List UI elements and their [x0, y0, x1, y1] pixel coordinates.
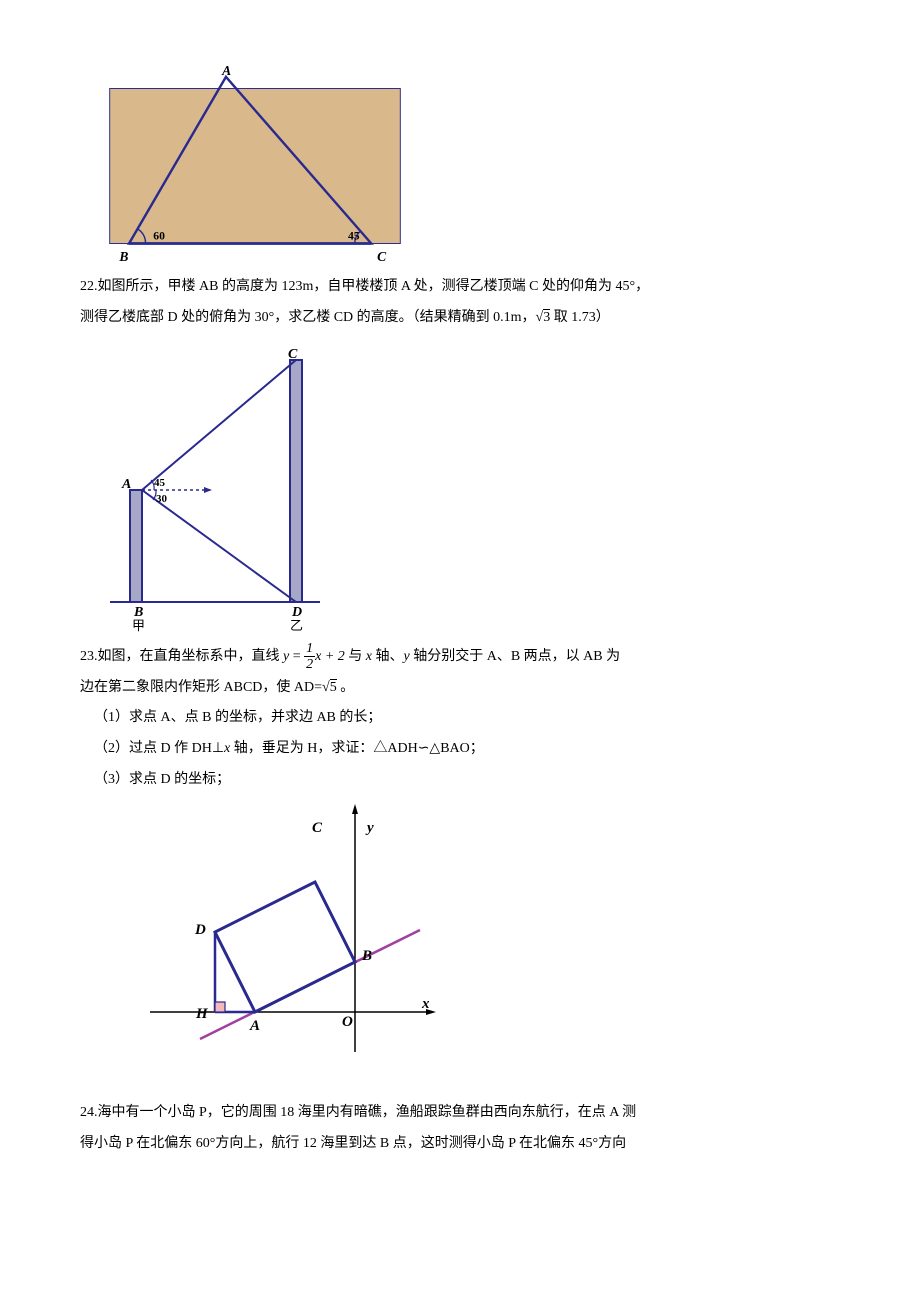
fig22-arrow — [204, 487, 212, 493]
problem-24-line2: 得小岛 P 在北偏东 60°方向上，航行 12 海里到达 B 点，这时测得小岛 … — [80, 1129, 840, 1160]
problem-23-q3: （3）求点 D 的坐标； — [94, 765, 840, 796]
fig21-label-a: A — [221, 66, 231, 78]
fig21-label-c: C — [377, 249, 387, 264]
fig21-angle-60: 60 — [153, 230, 165, 243]
problem-22-line1: 22.如图所示，甲楼 AB 的高度为 123m，自甲楼楼顶 A 处，测得乙楼顶端… — [80, 272, 840, 303]
fig23-label-d: D — [194, 922, 206, 938]
fig23-label-b: B — [361, 948, 372, 964]
fig21-label-b: B — [118, 249, 128, 264]
fig22-building-c — [290, 360, 302, 602]
problem-23-q1: （1）求点 A、点 B 的坐标，并求边 AB 的长； — [94, 703, 840, 734]
p23-l2b: 。 — [337, 680, 355, 695]
fig22-30: 30 — [156, 493, 168, 505]
problem-23-line1: 23.如图，在直角坐标系中，直线 y = 12x + 2 与 x 轴、y 轴分别… — [80, 641, 840, 673]
fig22-label-c: C — [288, 347, 298, 362]
problem-24-line1: 24.海中有一个小岛 P，它的周围 18 海里内有暗礁，渔船跟踪鱼群由西向东航行… — [80, 1098, 840, 1129]
fig23-label-x: x — [421, 996, 430, 1012]
fig21-angle-45: 45 — [348, 230, 360, 243]
fig23-label-c: C — [312, 820, 323, 836]
fig23-label-a: A — [249, 1018, 260, 1034]
fig23-rect — [215, 882, 355, 1012]
fig23-sq — [215, 1002, 225, 1012]
figure-23: C y D B H A O x — [140, 802, 450, 1062]
problem-23-line2: 边在第二象限内作矩形 ABCD，使 AD=√5 。 — [80, 673, 840, 704]
p23-l1a: 23.如图，在直角坐标系中，直线 — [80, 649, 283, 664]
p23-q2a: （2）过点 D 作 DH⊥ — [94, 741, 224, 756]
fig22-building-a — [130, 490, 142, 602]
fig23-label-y: y — [365, 820, 374, 836]
fig22-line-ad — [142, 490, 296, 602]
problem-23-q2: （2）过点 D 作 DH⊥x 轴，垂足为 H，求证：△ADH∽△BAO； — [94, 734, 840, 765]
fig22-45: 45 — [154, 477, 166, 489]
fig22-label-a: A — [121, 477, 131, 492]
fig23-label-o: O — [342, 1014, 353, 1030]
fig23-label-h: H — [195, 1006, 209, 1022]
sqrt3: √3 — [536, 309, 551, 325]
p23-l1b: 与 — [345, 649, 366, 664]
p22-l2a: 测得乙楼底部 D 处的俯角为 30°，求乙楼 CD 的高度。（结果精确到 0.1… — [80, 310, 536, 325]
p23-l2a: 边在第二象限内作矩形 ABCD，使 AD= — [80, 680, 322, 695]
fig22-yi: 乙 — [290, 618, 303, 633]
p23-eq: y = 12x + 2 — [283, 649, 345, 664]
figure-22: C A 45 30 B D 甲 乙 — [100, 340, 330, 635]
fig22-line-ac — [142, 360, 296, 490]
problem-22-line2: 测得乙楼底部 D 处的俯角为 30°，求乙楼 CD 的高度。（结果精确到 0.1… — [80, 303, 840, 334]
p23-l1d: 轴分别交于 A、B 两点，以 AB 为 — [410, 649, 620, 664]
fig22-jia: 甲 — [132, 618, 145, 633]
sqrt5: √5 — [322, 679, 337, 695]
fig23-arrow-y — [352, 804, 358, 814]
p23-l1c: 轴、 — [372, 649, 404, 664]
p23-q2b: 轴，垂足为 H，求证：△ADH∽△BAO； — [230, 741, 484, 756]
p22-l2b: 取 1.73） — [550, 310, 610, 325]
figure-21: A B C 60 45 — [100, 66, 410, 266]
